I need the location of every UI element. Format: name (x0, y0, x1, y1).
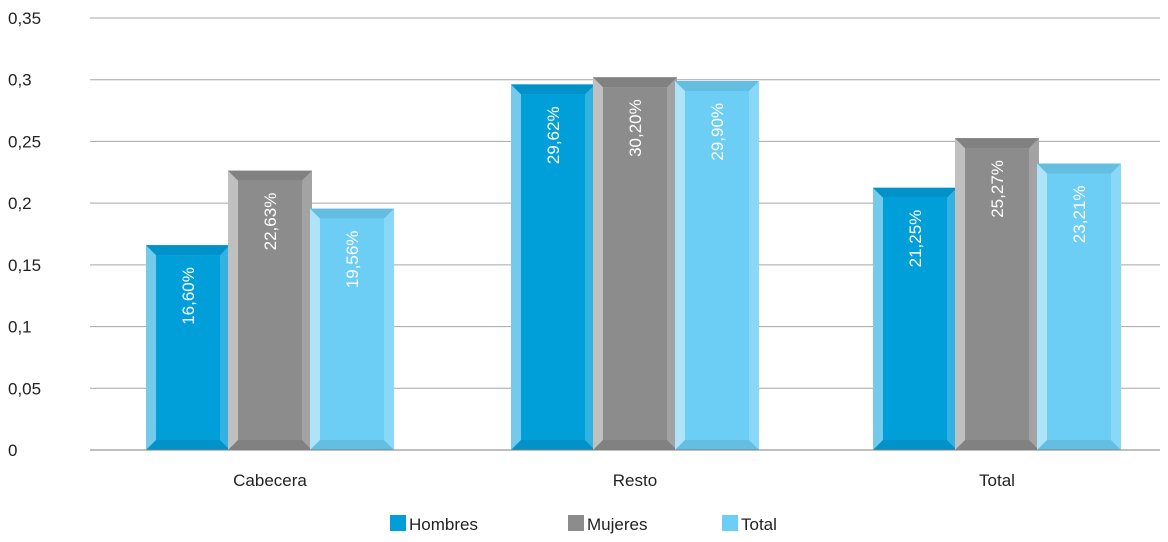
bar-bevel-left (873, 187, 883, 450)
bar-bevel-left (228, 170, 238, 450)
bar-bevel-right (947, 187, 957, 450)
bar-bevel-right (1029, 138, 1039, 450)
bar-total-resto: 29,90% (675, 80, 759, 450)
bar-face (883, 197, 947, 440)
bar-bevel-right (220, 245, 230, 450)
bar-bevel-left (1037, 163, 1047, 451)
bar-bevel-right (302, 170, 312, 450)
bar-total-total: 23,21% (1037, 163, 1121, 451)
legend-item-total: Total (722, 515, 777, 534)
bar-bevel-top (228, 170, 312, 181)
bar-bevel-right (585, 84, 595, 450)
bar-bevel-top (1037, 163, 1121, 174)
bar-bevel-bottom (955, 440, 1039, 450)
x-category-label: Total (979, 471, 1015, 490)
bar-bevel-left (310, 208, 320, 450)
bar-bevel-bottom (675, 440, 759, 450)
y-tick-label: 0,1 (8, 318, 32, 337)
bar-bevel-right (749, 80, 759, 450)
bar-bevel-bottom (873, 440, 957, 450)
bar-bevel-bottom (146, 440, 230, 450)
x-category-label: Cabecera (233, 471, 307, 490)
bar-face (156, 255, 220, 440)
legend-item-mujeres: Mujeres (568, 515, 647, 534)
bar-bevel-top (511, 84, 595, 95)
data-label: 30,20% (626, 99, 645, 157)
data-label: 29,62% (544, 106, 563, 164)
bar-mujeres-resto: 30,20% (593, 77, 677, 450)
bar-bevel-bottom (511, 440, 595, 450)
data-label: 19,56% (343, 231, 362, 289)
bar-face (320, 218, 384, 440)
y-tick-label: 0,35 (8, 9, 41, 28)
bar-mujeres-cabecera: 22,63% (228, 170, 312, 450)
data-label: 21,25% (906, 210, 925, 268)
bar-bevel-left (955, 138, 965, 450)
bar-bevel-top (873, 187, 957, 198)
legend-label: Hombres (409, 515, 478, 534)
legend: Hombres Mujeres Total (390, 515, 777, 534)
bar-bevel-left (146, 245, 156, 450)
bar-bevel-top (146, 245, 230, 256)
axes: 0 0,05 0,1 0,15 0,2 0,25 0,3 0,35 Cabecera Resto T… (8, 9, 1160, 490)
bar-bevel-top (675, 80, 759, 91)
bar-face (521, 94, 585, 440)
bar-bevel-bottom (310, 440, 394, 450)
y-tick-label: 0,3 (8, 71, 32, 90)
data-label: 29,90% (708, 103, 727, 161)
legend-item-hombres: Hombres (390, 515, 478, 534)
bar-total-cabecera: 19,56% (310, 208, 394, 450)
bar-face (603, 87, 667, 440)
data-label: 16,60% (179, 267, 198, 325)
bar-bevel-right (384, 208, 394, 450)
bar-face (1047, 173, 1111, 441)
bar-mujeres-total: 25,27% (955, 138, 1039, 450)
y-tick-label: 0,2 (8, 194, 32, 213)
y-tick-label: 0,15 (8, 256, 41, 275)
bar-bevel-right (1111, 163, 1121, 451)
bar-face (685, 90, 749, 440)
bar-face (965, 148, 1029, 440)
bar-bevel-bottom (228, 440, 312, 450)
data-label: 25,27% (988, 160, 1007, 218)
y-tick-label: 0,05 (8, 379, 41, 398)
y-tick-label: 0,25 (8, 132, 41, 151)
bar-bevel-top (310, 208, 394, 219)
bar-hombres-total: 21,25% (873, 187, 957, 450)
bars: 16,60% 22,63% 19,56% 29,62% 30,20% 29,90% 21,2… (146, 77, 1121, 451)
bar-bevel-top (955, 138, 1039, 149)
x-category-label: Resto (613, 471, 657, 490)
bar-bevel-right (667, 77, 677, 450)
bar-bevel-left (675, 80, 685, 450)
legend-swatch (390, 515, 406, 531)
y-tick-label: 0 (8, 441, 17, 460)
bar-bevel-top (593, 77, 677, 88)
bar-bevel-left (511, 84, 521, 450)
legend-swatch (722, 515, 738, 531)
bar-face (238, 180, 302, 440)
bar-hombres-resto: 29,62% (511, 84, 595, 450)
bar-bevel-left (593, 77, 603, 450)
data-label: 23,21% (1070, 186, 1089, 244)
bar-bevel-bottom (1037, 440, 1121, 450)
legend-label: Mujeres (587, 515, 647, 534)
bar-bevel-bottom (593, 440, 677, 450)
legend-swatch (568, 515, 584, 531)
data-label: 22,63% (261, 193, 280, 251)
legend-label: Total (741, 515, 777, 534)
bar-hombres-cabecera: 16,60% (146, 245, 230, 450)
